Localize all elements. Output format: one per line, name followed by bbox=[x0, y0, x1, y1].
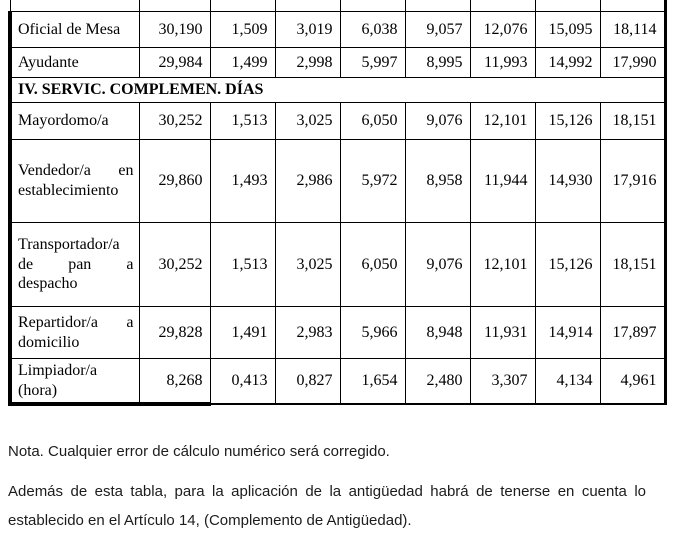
table-cell-value: 3,025 bbox=[274, 102, 341, 140]
table-cell-value: 11,931 bbox=[469, 306, 536, 359]
table-cell-value: 1,513 bbox=[209, 222, 276, 307]
table-cell-value: 14,992 bbox=[534, 47, 601, 78]
table-cell-value: 1,493 bbox=[209, 139, 276, 223]
table-cell bbox=[274, 0, 341, 12]
table-cell-value: 8,958 bbox=[404, 139, 471, 223]
table-cell-value: 6,050 bbox=[339, 102, 406, 140]
table-cell-value: 12,101 bbox=[469, 102, 536, 140]
table-cell-value: 17,916 bbox=[599, 139, 667, 223]
table-cell-value: 15,126 bbox=[534, 102, 601, 140]
table-cell-value: 3,019 bbox=[274, 11, 341, 48]
table-cell-value: 1,499 bbox=[209, 47, 276, 78]
table-cell-value: 8,995 bbox=[404, 47, 471, 78]
table-cell-value: 18,151 bbox=[599, 102, 667, 140]
table-cell bbox=[599, 0, 667, 12]
row-label: Limpiador/a (hora) bbox=[8, 358, 140, 407]
table-row-transportador: Transportador/a de pan a despacho 30,252… bbox=[8, 222, 667, 307]
row-label: Repartidor/a a domicilio bbox=[8, 306, 140, 359]
table-cell-value: 2,480 bbox=[404, 358, 471, 406]
table-cell-value: 9,076 bbox=[404, 222, 471, 307]
table-cell-value: 14,930 bbox=[534, 139, 601, 223]
table-row-repartidor: Repartidor/a a domicilio 29,828 1,491 2,… bbox=[8, 306, 667, 359]
row-label: Mayordomo/a bbox=[8, 102, 140, 140]
table-cell-value: 5,966 bbox=[339, 306, 406, 359]
row-label: Ayudante bbox=[8, 47, 140, 78]
table-cell-value: 4,134 bbox=[534, 358, 601, 406]
wage-table: Oficial de Mesa 30,190 1,509 3,019 6,038… bbox=[8, 0, 667, 407]
row-label: Oficial de Mesa bbox=[8, 11, 140, 48]
table-cell-value: 17,897 bbox=[599, 306, 667, 359]
table-cell-value: 29,984 bbox=[138, 47, 211, 78]
table-cell-value: 8,948 bbox=[404, 306, 471, 359]
table-cell-value: 1,509 bbox=[209, 11, 276, 48]
table-cell-value: 2,986 bbox=[274, 139, 341, 223]
table-section-header-row: IV. SERVIC. COMPLEMEN. DÍAS bbox=[8, 77, 667, 103]
table-row-mayordomo: Mayordomo/a 30,252 1,513 3,025 6,050 9,0… bbox=[8, 102, 667, 140]
table-cell-value: 4,961 bbox=[599, 358, 667, 406]
table-cell-value: 5,997 bbox=[339, 47, 406, 78]
table-cell-value: 18,114 bbox=[599, 11, 667, 48]
table-cell-value: 5,972 bbox=[339, 139, 406, 223]
table-row-cutoff bbox=[9, 0, 667, 12]
table-row-vendedor: Vendedor/a en establecimiento 29,860 1,4… bbox=[8, 139, 667, 223]
table-cell-value: 17,990 bbox=[599, 47, 667, 78]
table-cell-value: 2,983 bbox=[274, 306, 341, 359]
table-cell-value: 15,126 bbox=[534, 222, 601, 307]
table-cell-value: 30,252 bbox=[138, 222, 211, 307]
table-cell-value: 1,513 bbox=[209, 102, 276, 140]
table-cell-value: 29,828 bbox=[138, 306, 211, 359]
table-cell bbox=[138, 0, 211, 12]
table-cell-value: 15,095 bbox=[534, 11, 601, 48]
table-cell-value: 12,101 bbox=[469, 222, 536, 307]
table-cell-value: 30,190 bbox=[138, 11, 211, 48]
table-cell-value: 6,038 bbox=[339, 11, 406, 48]
note-antiguedad: Además de esta tabla, para la aplicación… bbox=[8, 483, 646, 529]
table-cell-value: 1,491 bbox=[209, 306, 276, 359]
table-cell-value: 8,268 bbox=[138, 358, 211, 407]
table-row-limpiador: Limpiador/a (hora) 8,268 0,413 0,827 1,6… bbox=[8, 358, 667, 407]
table-cell-value: 0,413 bbox=[209, 358, 276, 406]
table-cell bbox=[339, 0, 406, 12]
table-cell-value: 3,307 bbox=[469, 358, 536, 406]
table-row-ayudante: Ayudante 29,984 1,499 2,998 5,997 8,995 … bbox=[8, 47, 667, 78]
note-calculo: Nota. Cualquier error de cálculo numéric… bbox=[8, 443, 390, 460]
table-cell-value: 14,914 bbox=[534, 306, 601, 359]
table-cell-value: 30,252 bbox=[138, 102, 211, 140]
row-label: Vendedor/a en establecimiento bbox=[8, 139, 140, 223]
table-cell bbox=[404, 0, 471, 12]
table-cell bbox=[9, 0, 140, 12]
table-cell bbox=[534, 0, 601, 12]
table-cell-value: 3,025 bbox=[274, 222, 341, 307]
row-label: Transportador/a de pan a despacho bbox=[8, 222, 140, 307]
table-cell-value: 12,076 bbox=[469, 11, 536, 48]
table-cell-value: 2,998 bbox=[274, 47, 341, 78]
table-cell-value: 11,993 bbox=[469, 47, 536, 78]
table-row-oficial-de-mesa: Oficial de Mesa 30,190 1,509 3,019 6,038… bbox=[8, 11, 667, 48]
table-cell-value: 11,944 bbox=[469, 139, 536, 223]
table-cell bbox=[209, 0, 276, 12]
section-header: IV. SERVIC. COMPLEMEN. DÍAS bbox=[8, 77, 667, 103]
table-cell-value: 1,654 bbox=[339, 358, 406, 406]
table-cell-value: 9,057 bbox=[404, 11, 471, 48]
table-cell-value: 9,076 bbox=[404, 102, 471, 140]
table-cell bbox=[469, 0, 536, 12]
table-cell-value: 6,050 bbox=[339, 222, 406, 307]
table-cell-value: 29,860 bbox=[138, 139, 211, 223]
table-cell-value: 18,151 bbox=[599, 222, 667, 307]
table-cell-value: 0,827 bbox=[274, 358, 341, 406]
